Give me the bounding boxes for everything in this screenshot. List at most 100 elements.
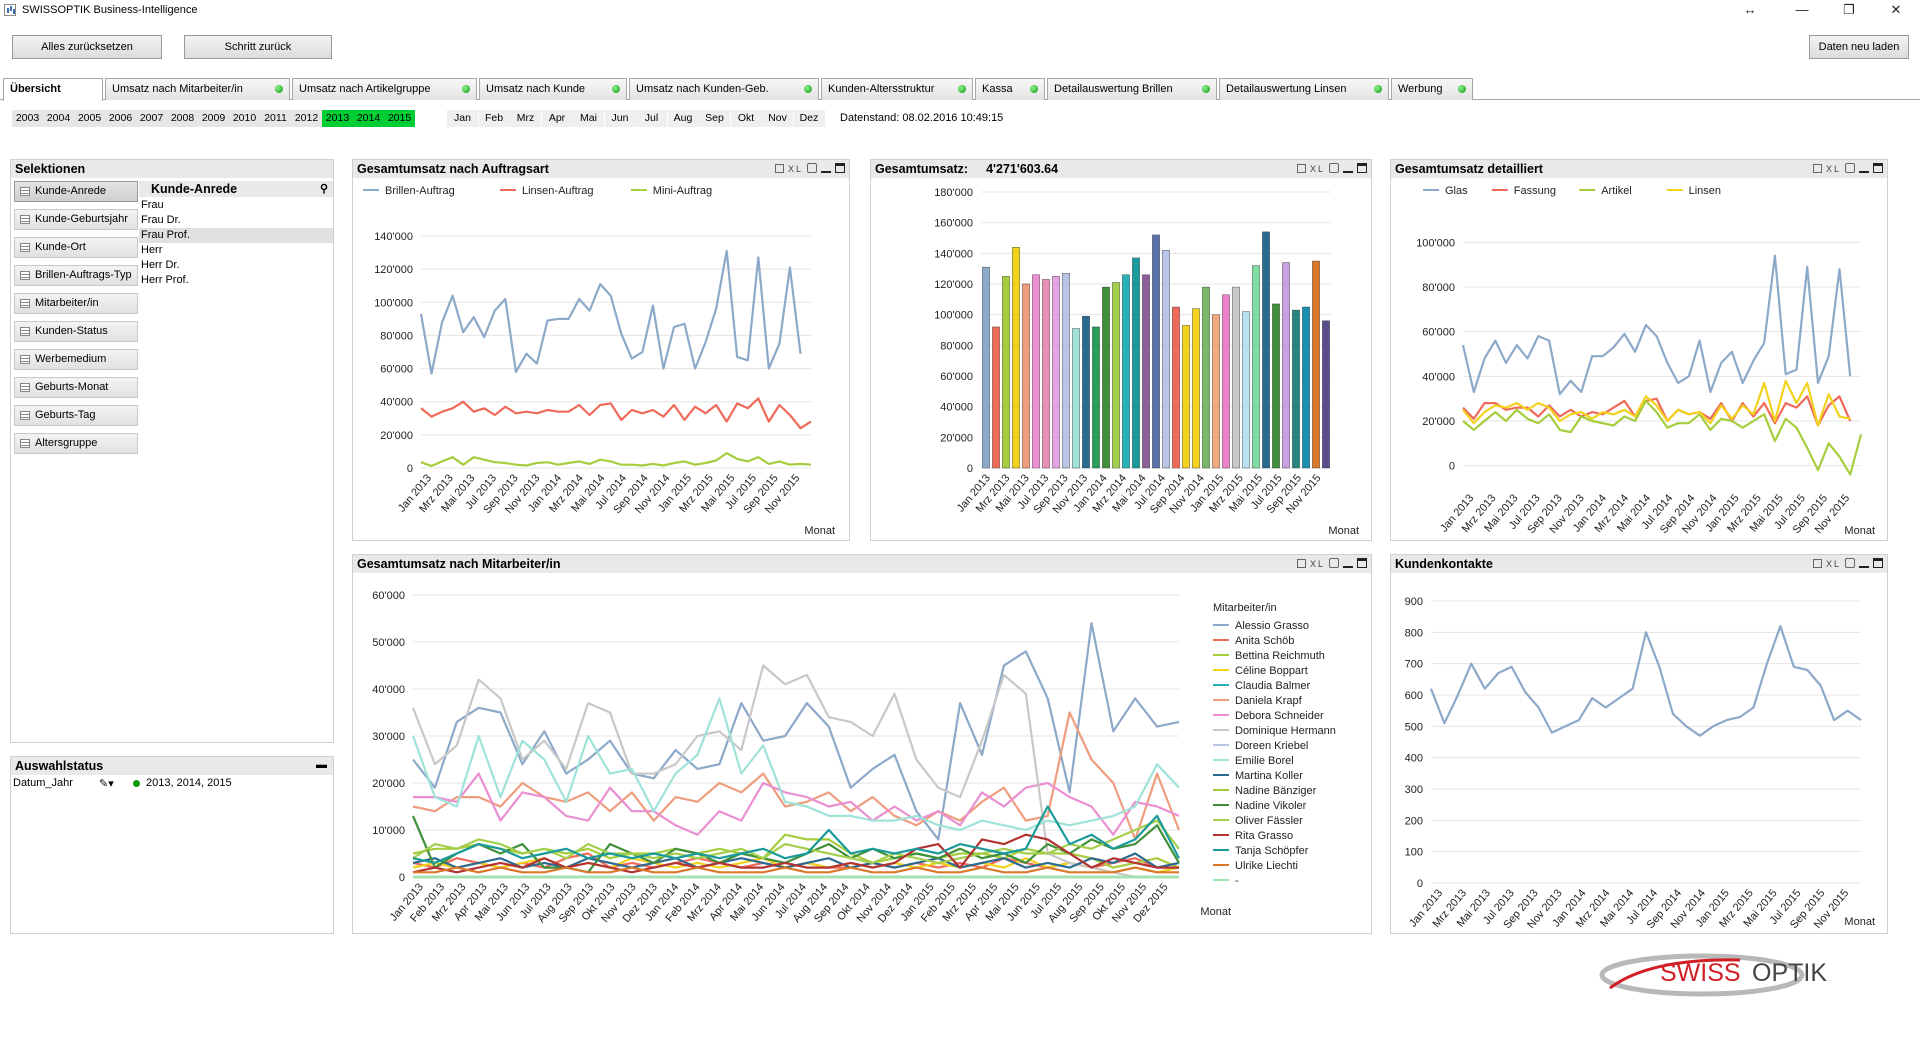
bar[interactable] bbox=[1312, 260, 1320, 469]
bar[interactable] bbox=[1222, 294, 1230, 469]
bar[interactable] bbox=[1062, 273, 1070, 469]
series-line[interactable] bbox=[1462, 395, 1852, 427]
month-apr[interactable]: Apr bbox=[541, 110, 573, 127]
minimize-icon[interactable] bbox=[1343, 165, 1353, 173]
minimize-icon[interactable] bbox=[1859, 560, 1869, 568]
field-geburts-monat[interactable]: Geburts-Monat bbox=[14, 377, 138, 398]
bar[interactable] bbox=[1022, 283, 1030, 469]
bar[interactable] bbox=[1162, 250, 1170, 469]
year-2004[interactable]: 2004 bbox=[43, 110, 74, 127]
year-2003[interactable]: 2003 bbox=[12, 110, 43, 127]
month-jun[interactable]: Jun bbox=[604, 110, 636, 127]
minimize-icon[interactable] bbox=[821, 165, 831, 173]
tab-umsatz-nach-artikelgruppe[interactable]: Umsatz nach Artikelgruppe bbox=[292, 78, 477, 100]
series-line[interactable] bbox=[1462, 399, 1863, 476]
year-2015[interactable]: 2015 bbox=[384, 110, 415, 127]
kunde-anrede-listbox[interactable]: Frau Frau Dr. Frau Prof. Herr Herr Dr. Herr P… bbox=[139, 198, 333, 450]
reload-data-button[interactable]: Daten neu laden bbox=[1809, 35, 1909, 59]
series-line[interactable] bbox=[1429, 624, 1862, 737]
cycle-icon[interactable] bbox=[807, 163, 817, 173]
bar[interactable] bbox=[1032, 274, 1040, 469]
minimize-icon[interactable] bbox=[1343, 560, 1353, 568]
month-nov[interactable]: Nov bbox=[762, 110, 793, 127]
month-mai[interactable]: Mai bbox=[573, 110, 604, 127]
list-item[interactable]: Herr Dr. bbox=[141, 259, 180, 271]
series-line[interactable] bbox=[411, 815, 1180, 874]
minimize-button[interactable]: — bbox=[1795, 2, 1809, 17]
eraser-icon[interactable]: ✎▾ bbox=[99, 778, 114, 790]
bar[interactable] bbox=[1152, 234, 1160, 469]
excel-icon[interactable]: XL bbox=[1825, 559, 1841, 569]
series-line[interactable] bbox=[411, 664, 1179, 879]
cycle-icon[interactable] bbox=[1845, 163, 1855, 173]
year-2007[interactable]: 2007 bbox=[136, 110, 167, 127]
month-aug[interactable]: Aug bbox=[667, 110, 699, 127]
year-2011[interactable]: 2011 bbox=[260, 110, 291, 127]
series-line[interactable] bbox=[1462, 379, 1851, 427]
month-sep[interactable]: Sep bbox=[699, 110, 730, 127]
bar[interactable] bbox=[1042, 279, 1050, 469]
year-2009[interactable]: 2009 bbox=[198, 110, 229, 127]
year-2008[interactable]: 2008 bbox=[167, 110, 198, 127]
month-jan[interactable]: Jan bbox=[447, 110, 478, 127]
year-2013[interactable]: 2013 bbox=[322, 110, 353, 127]
cycle-icon[interactable] bbox=[1845, 558, 1855, 568]
list-item[interactable]: Frau bbox=[141, 199, 164, 211]
year-2006[interactable]: 2006 bbox=[105, 110, 136, 127]
field-kunde-geburtsjahr[interactable]: Kunde-Geburtsjahr bbox=[14, 209, 138, 230]
year-2014[interactable]: 2014 bbox=[353, 110, 384, 127]
bar[interactable] bbox=[1322, 320, 1330, 469]
cycle-icon[interactable] bbox=[1329, 558, 1339, 568]
list-item[interactable]: Herr Prof. bbox=[141, 274, 189, 286]
bar[interactable] bbox=[1252, 265, 1260, 469]
list-item[interactable]: Herr bbox=[141, 244, 163, 256]
field-geburts-tag[interactable]: Geburts-Tag bbox=[14, 405, 138, 426]
bar[interactable] bbox=[1082, 315, 1090, 469]
close-button[interactable]: ✕ bbox=[1890, 2, 1902, 17]
maximize-icon[interactable] bbox=[1873, 558, 1883, 568]
tab--bersicht[interactable]: Übersicht bbox=[3, 78, 103, 101]
series-line[interactable] bbox=[412, 833, 1179, 874]
bar[interactable] bbox=[1272, 303, 1280, 469]
maximize-icon[interactable] bbox=[1873, 163, 1883, 173]
series-line[interactable] bbox=[1461, 254, 1852, 396]
tab-kunden-altersstruktur[interactable]: Kunden-Altersstruktur bbox=[821, 78, 973, 100]
bar[interactable] bbox=[1262, 231, 1270, 469]
bar[interactable] bbox=[982, 266, 990, 469]
series-line[interactable] bbox=[413, 866, 1179, 874]
year-2012[interactable]: 2012 bbox=[291, 110, 322, 127]
bar[interactable] bbox=[1172, 306, 1180, 469]
bar[interactable] bbox=[1132, 257, 1140, 469]
tab-detailauswertung-brillen[interactable]: Detailauswertung Brillen bbox=[1047, 78, 1217, 100]
bar[interactable] bbox=[1002, 276, 1010, 469]
bar[interactable] bbox=[1102, 286, 1110, 469]
bar[interactable] bbox=[1122, 274, 1130, 469]
bar[interactable] bbox=[1232, 286, 1240, 469]
step-back-button[interactable]: Schritt zurück bbox=[184, 35, 332, 59]
maximize-icon[interactable] bbox=[835, 163, 845, 173]
excel-icon[interactable]: XL bbox=[1825, 164, 1841, 174]
maximize-icon[interactable] bbox=[1357, 163, 1367, 173]
list-item[interactable]: Frau Dr. bbox=[141, 214, 181, 226]
bar[interactable] bbox=[1142, 274, 1150, 469]
minimize-icon[interactable] bbox=[1859, 165, 1869, 173]
series-line[interactable] bbox=[412, 819, 1180, 864]
series-line[interactable] bbox=[413, 772, 1180, 836]
series-line[interactable] bbox=[420, 452, 812, 468]
bar[interactable] bbox=[992, 326, 1000, 469]
tab-werbung[interactable]: Werbung bbox=[1391, 78, 1473, 100]
resize-icon[interactable]: ↔ bbox=[1743, 2, 1757, 17]
bar[interactable] bbox=[1092, 326, 1100, 469]
bar[interactable] bbox=[1242, 311, 1250, 469]
tab-umsatz-nach-kunden-geb-[interactable]: Umsatz nach Kunden-Geb. bbox=[629, 78, 819, 100]
field-altersgruppe[interactable]: Altersgruppe bbox=[14, 433, 138, 454]
month-mrz[interactable]: Mrz bbox=[510, 110, 541, 127]
bar[interactable] bbox=[1212, 314, 1220, 469]
tab-umsatz-nach-mitarbeiter-in[interactable]: Umsatz nach Mitarbeiter/in bbox=[105, 78, 290, 100]
bar[interactable] bbox=[1112, 282, 1120, 469]
series-line[interactable] bbox=[412, 622, 1180, 841]
print-icon[interactable] bbox=[1296, 559, 1306, 568]
series-line[interactable] bbox=[412, 805, 1180, 864]
list-item[interactable]: Frau Prof. bbox=[139, 228, 333, 243]
series-line[interactable] bbox=[412, 711, 1181, 841]
